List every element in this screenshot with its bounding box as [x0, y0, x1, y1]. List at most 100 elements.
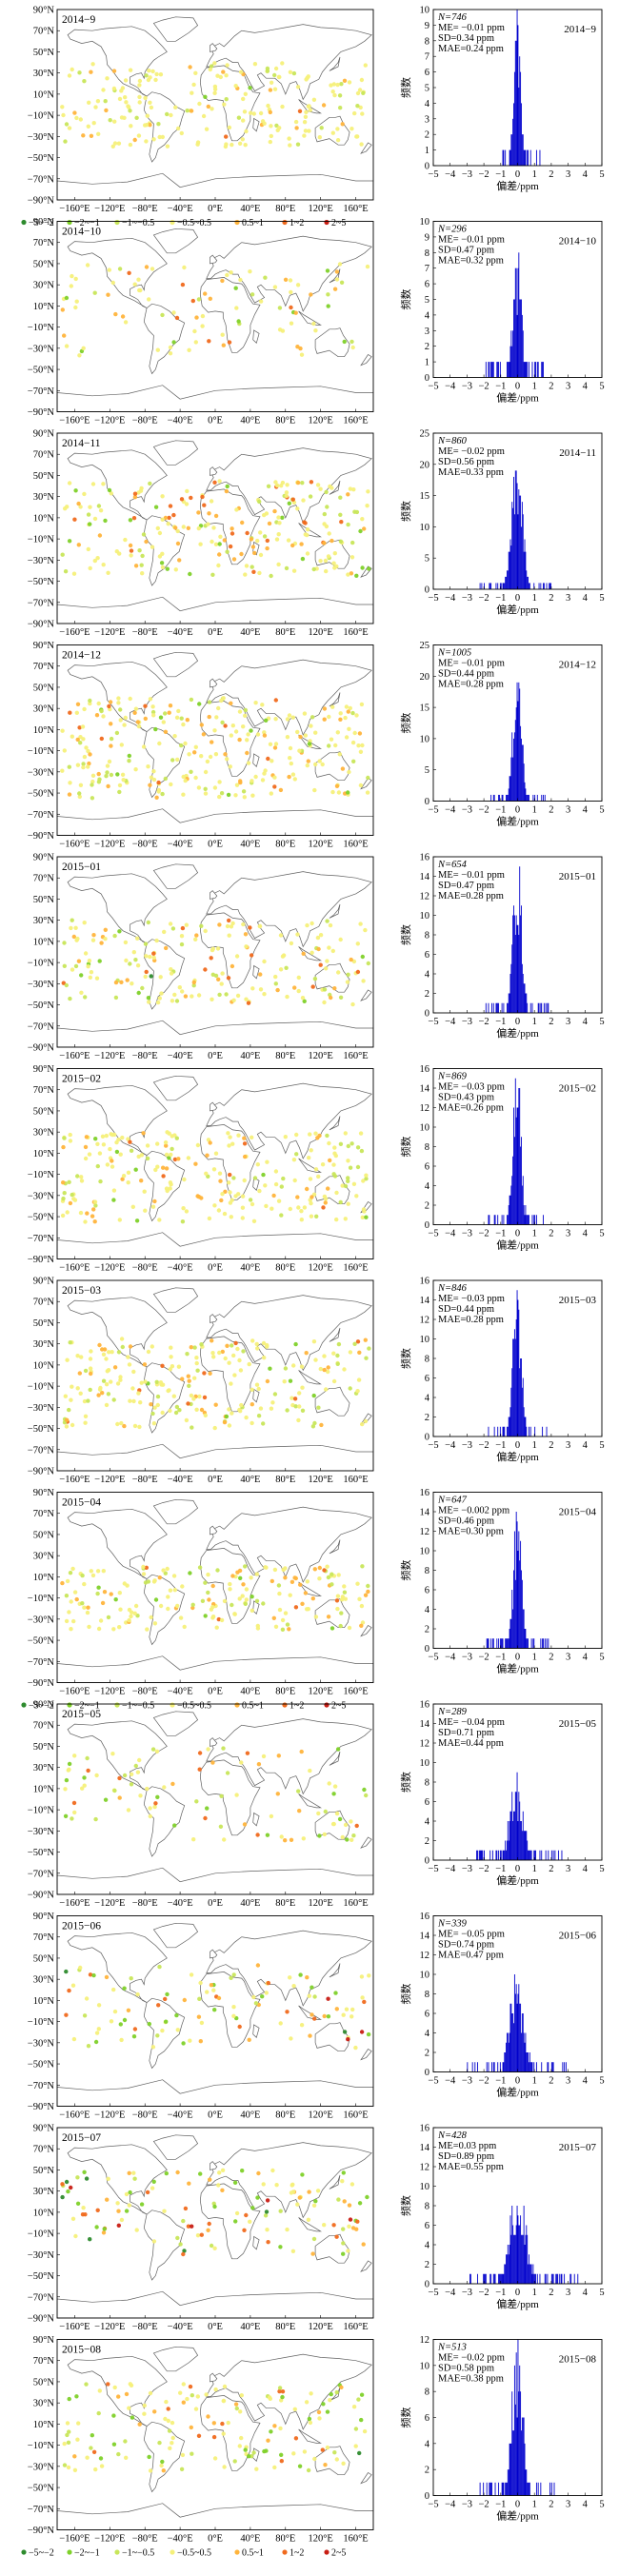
histogram-bar [540, 1002, 542, 1013]
bias-point [330, 948, 335, 954]
bias-point [178, 1615, 184, 1620]
bias-point [107, 703, 111, 709]
land-outline [252, 2235, 260, 2250]
panel-row: 90°N70°N50°N30°N10°N−10°N−30°N−50°N−70°N… [28, 429, 605, 639]
lon-tick-label: 0°E [208, 2322, 223, 2332]
bias-point [332, 1174, 338, 1179]
land-outline [57, 1867, 373, 1894]
lon-tick-label: 80°E [275, 2534, 295, 2545]
bias-point [288, 745, 293, 751]
bias-point [102, 1590, 108, 1595]
bias-point [72, 2467, 78, 2472]
histogram-bar [539, 149, 541, 166]
bias-point [174, 1136, 179, 1140]
bias-point [273, 1181, 279, 1187]
bias-point [163, 711, 168, 716]
bias-point [72, 1810, 77, 1815]
bias-point [137, 78, 143, 84]
lat-tick-label: 70°N [33, 450, 55, 461]
hist-x-tick-label: 2 [549, 2076, 553, 2087]
bias-point [296, 1205, 301, 1210]
bias-points [63, 1746, 369, 1843]
bias-point [203, 769, 209, 775]
bias-point [157, 134, 162, 140]
bias-point [155, 1000, 161, 1005]
bias-point [318, 933, 324, 938]
legend-label: −5~−2 [29, 2548, 54, 2559]
lon-tick-label: −80°E [132, 1475, 158, 1485]
histogram-bar [492, 1638, 494, 1649]
bias-point [252, 62, 258, 67]
bias-point [83, 1156, 89, 1161]
legend-label: −5~−2 [29, 218, 54, 228]
lat-tick-label: 10°N [33, 513, 55, 524]
bias-point [242, 1822, 248, 1827]
bias-point [206, 104, 210, 109]
lat-tick-label: −50°N [28, 789, 55, 800]
histogram-bar [521, 1358, 522, 1437]
bias-point [208, 2177, 212, 2182]
hist-y-tick-label: 10 [420, 1123, 430, 1134]
histogram-bar [517, 924, 519, 1013]
bias-point [326, 2014, 331, 2019]
hist-x-tick-label: −5 [428, 2500, 438, 2510]
histogram-bar [503, 2273, 505, 2284]
bias-point [302, 1205, 308, 1210]
histogram-bar [507, 1426, 509, 1437]
histogram-bar [524, 149, 526, 166]
bias-point [133, 1603, 139, 1609]
bias-point [236, 319, 241, 324]
hist-x-tick-label: −4 [445, 805, 456, 816]
legend-label: 0.5~1 [242, 2548, 264, 2559]
bias-point [151, 777, 157, 783]
bias-point [82, 754, 88, 760]
bias-point [162, 1785, 167, 1790]
bias-point [321, 2402, 326, 2407]
histogram-bar [545, 1002, 547, 1013]
histogram-bar [531, 362, 533, 378]
lat-tick-label: −50°N [28, 2271, 55, 2282]
bias-point [167, 1156, 171, 1160]
histogram-bar [499, 2273, 500, 2284]
histogram-bar [516, 1290, 518, 1437]
bias-point [116, 1350, 122, 1355]
bias-point [307, 129, 311, 133]
bias-point [81, 737, 86, 742]
lat-tick-label: 90°N [33, 2124, 55, 2134]
histogram-bar [509, 2245, 510, 2284]
bias-point [310, 950, 314, 955]
lat-tick-label: −50°N [28, 2060, 55, 2071]
bias-point [99, 736, 105, 742]
bias-point [70, 2216, 76, 2221]
lon-tick-label: −120°E [94, 1475, 125, 1485]
bias-point [181, 2382, 186, 2387]
bias-point [88, 565, 92, 571]
bias-point [221, 2398, 227, 2404]
bias-point [233, 2219, 238, 2224]
bias-point [349, 1837, 354, 1843]
bias-point [316, 946, 321, 952]
bias-point [151, 1579, 157, 1584]
histogram-bar [491, 2482, 492, 2496]
bias-point [255, 1963, 261, 1968]
histogram-bar [490, 2482, 492, 2496]
histogram-bar [552, 1850, 554, 1860]
bias-point [67, 1988, 71, 1993]
bias-point [288, 1206, 292, 1212]
bias-point [212, 1203, 217, 1208]
bias-point [174, 1404, 180, 1410]
hist-x-tick-label: 2 [549, 2500, 553, 2510]
histogram-bar [513, 2430, 514, 2496]
bias-point [241, 724, 246, 729]
bias-point [229, 1215, 233, 1219]
bias-point [133, 767, 138, 772]
hist-y-tick-label: 10 [420, 1758, 430, 1769]
histogram-bar [513, 1811, 514, 1860]
hist-x-axis-label: 偏差/ppm [496, 1873, 539, 1887]
bias-point [170, 1146, 174, 1152]
land-outline [329, 1751, 341, 1766]
bias-point [288, 69, 293, 75]
bias-point [246, 761, 251, 765]
bias-point [258, 110, 264, 116]
histogram-bar [554, 1850, 556, 1860]
